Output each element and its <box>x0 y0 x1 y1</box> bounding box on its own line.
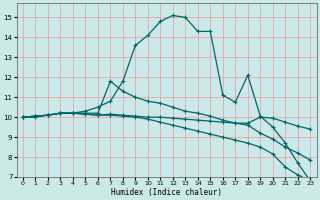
X-axis label: Humidex (Indice chaleur): Humidex (Indice chaleur) <box>111 188 222 197</box>
